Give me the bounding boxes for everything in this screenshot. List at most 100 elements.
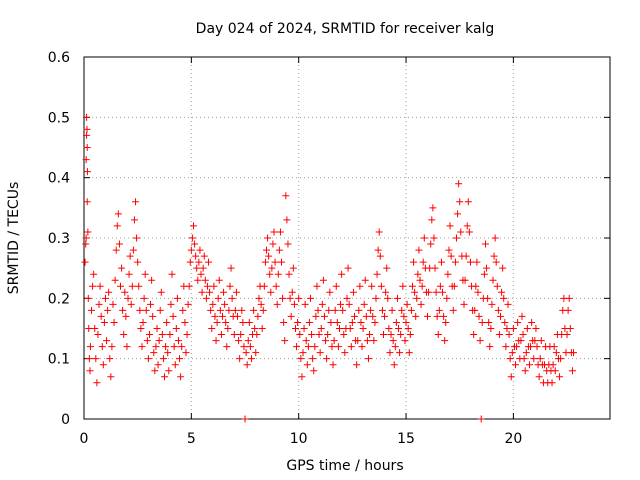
data-point <box>377 282 385 290</box>
data-point <box>239 318 247 326</box>
data-point <box>122 312 130 320</box>
data-point <box>147 300 155 308</box>
data-point <box>291 325 299 332</box>
data-point <box>341 349 349 357</box>
x-tick-label: 0 <box>80 431 89 447</box>
data-point <box>138 343 146 351</box>
data-point <box>193 264 201 272</box>
data-point <box>220 288 228 296</box>
data-point <box>305 318 313 326</box>
data-point <box>388 306 396 314</box>
data-point <box>90 270 98 278</box>
data-point <box>142 306 150 314</box>
data-point <box>353 361 361 369</box>
data-point <box>359 325 367 332</box>
data-point <box>189 222 197 230</box>
data-point <box>101 294 109 302</box>
data-point <box>173 294 181 302</box>
data-point <box>324 331 332 339</box>
data-point <box>83 125 91 133</box>
data-point <box>281 337 289 345</box>
data-point <box>295 294 303 302</box>
data-point <box>418 282 426 290</box>
data-points <box>81 113 578 423</box>
data-point <box>185 282 193 290</box>
data-point <box>165 367 173 375</box>
data-point <box>370 337 378 345</box>
data-point <box>447 252 455 260</box>
data-point <box>270 228 278 236</box>
data-point <box>199 264 207 272</box>
data-point <box>106 355 114 363</box>
data-point <box>179 306 187 314</box>
data-point <box>103 337 111 345</box>
data-point <box>525 361 533 369</box>
data-point <box>143 337 151 345</box>
data-point <box>371 318 379 326</box>
data-point <box>288 288 296 296</box>
data-point <box>130 216 138 224</box>
data-point <box>364 355 372 363</box>
data-point <box>476 337 484 345</box>
data-point <box>489 276 497 284</box>
data-point <box>568 367 576 375</box>
data-point <box>463 222 471 230</box>
data-point <box>530 355 538 363</box>
data-point <box>126 252 134 260</box>
data-point <box>302 337 310 345</box>
data-point <box>425 288 433 296</box>
data-point <box>177 373 185 381</box>
data-point <box>84 228 92 236</box>
data-point <box>269 240 277 248</box>
data-point <box>171 361 179 369</box>
data-point <box>457 228 465 236</box>
data-point <box>252 349 260 357</box>
data-point <box>441 337 449 345</box>
data-point <box>355 306 363 314</box>
data-point <box>465 228 473 236</box>
data-point <box>286 294 294 302</box>
data-point <box>478 318 486 326</box>
data-point <box>285 270 293 278</box>
data-point <box>354 337 362 345</box>
data-point <box>356 282 364 290</box>
data-point <box>330 337 338 345</box>
data-point <box>505 331 513 339</box>
data-point <box>230 331 238 339</box>
data-point <box>316 349 324 357</box>
data-point <box>145 331 153 339</box>
data-point <box>445 246 453 254</box>
data-point <box>212 337 220 345</box>
data-point <box>402 318 410 326</box>
data-point <box>435 306 443 314</box>
data-point <box>271 258 279 266</box>
data-point <box>327 318 335 326</box>
data-point <box>396 349 404 357</box>
data-point <box>128 282 136 290</box>
data-point <box>234 312 242 320</box>
data-point <box>323 355 331 363</box>
data-point <box>407 306 415 314</box>
data-point <box>450 282 458 290</box>
data-point <box>424 312 432 320</box>
data-point <box>480 270 488 278</box>
data-point <box>347 343 355 351</box>
data-point <box>536 355 544 363</box>
data-point <box>287 312 295 320</box>
data-point <box>322 337 330 345</box>
data-point <box>196 246 204 254</box>
data-point <box>403 300 411 308</box>
data-point <box>337 300 345 308</box>
data-point <box>338 270 346 278</box>
data-point <box>433 312 441 320</box>
data-point <box>82 240 90 248</box>
data-point <box>397 331 405 339</box>
data-point <box>129 246 137 254</box>
data-point <box>172 325 180 332</box>
data-point <box>494 306 502 314</box>
data-point <box>218 312 226 320</box>
data-point <box>360 300 368 308</box>
data-point <box>548 379 556 387</box>
data-point <box>224 325 232 332</box>
